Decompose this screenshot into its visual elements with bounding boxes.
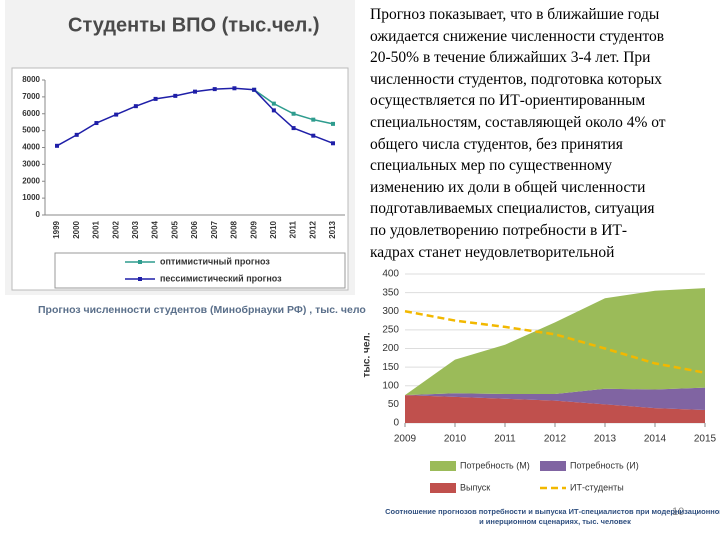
x-tick-label: 2005 (170, 220, 179, 238)
x-tick-label: 2015 (694, 434, 717, 445)
x-tick-label: 2004 (151, 220, 160, 238)
paragraph-line: численности студентов, подготовка которы… (370, 70, 663, 88)
x-tick-label: 2001 (92, 220, 101, 238)
marker (252, 87, 257, 92)
y-tick-label: 300 (382, 306, 399, 317)
x-tick-label: 2009 (249, 220, 258, 238)
x-tick-label: 2002 (111, 220, 120, 238)
paragraph-line: по удовлетворению потребности в ИТ- (370, 221, 628, 239)
marker (331, 141, 335, 146)
paragraph-line: специальных мер по существенному (370, 157, 613, 175)
page-number: 10 (672, 506, 684, 518)
paragraph-line: кадрах станет неудовлетворительной (370, 243, 615, 261)
marker (74, 132, 79, 137)
x-tick-label: 2007 (210, 220, 219, 238)
marker (232, 86, 237, 91)
marker (193, 89, 197, 94)
series-line (404, 310, 706, 374)
x-tick-label: 2012 (308, 220, 317, 238)
x-tick-label: 2014 (644, 434, 667, 445)
y-tick-label: 250 (382, 325, 399, 336)
paragraph: Прогноз показывает, что в ближайшие годы… (370, 4, 718, 263)
legend-label: Потребность (И) (570, 460, 639, 470)
paragraph-line: осуществляется по ИТ-ориентированным (370, 92, 646, 110)
x-tick-label: 2008 (230, 220, 239, 238)
marker (291, 111, 296, 116)
x-tick-label: 2013 (328, 220, 337, 238)
y-tick-label: 8000 (22, 75, 40, 84)
marker (94, 121, 99, 126)
chart-title: Студенты ВПО (тыс.чел.) (68, 14, 320, 36)
chart1-legend-box (54, 252, 346, 289)
marker (212, 87, 217, 92)
y-tick-label: 5000 (22, 126, 40, 135)
area (405, 387, 705, 410)
legend-swatch (430, 483, 456, 493)
y-tick-label: 150 (382, 362, 399, 373)
legend-label: Выпуск (460, 482, 490, 492)
legend-label: ИТ-студенты (570, 482, 624, 492)
x-tick-label: 2013 (594, 434, 617, 445)
legend-marker (138, 277, 142, 281)
x-tick-label: 2000 (72, 220, 81, 238)
x-tick-label: 2010 (444, 434, 467, 445)
x-tick-label: 2011 (289, 220, 298, 238)
x-tick-label: 1999 (52, 220, 61, 238)
y-tick-label: 350 (382, 287, 399, 298)
marker (271, 101, 276, 106)
marker (55, 143, 59, 148)
chart-caption: Соотношение прогнозов потребности и выпу… (385, 507, 720, 526)
y-tick-label: 1000 (22, 193, 40, 202)
y-tick-label: 0 (393, 418, 399, 429)
marker (311, 117, 316, 122)
x-tick-label: 2010 (269, 220, 278, 238)
y-tick-label: 400 (382, 269, 399, 280)
paragraph-line: специальностям, составляющей около 4% от (370, 113, 666, 131)
marker (311, 133, 316, 138)
marker (133, 104, 138, 109)
y-tick-label: 0 (36, 210, 41, 219)
legend-swatch (540, 461, 566, 471)
paragraph-line: подготавливаемых специалистов, ситуация (370, 200, 655, 218)
legend-label: оптимистичный прогноз (160, 256, 270, 266)
marker (114, 112, 119, 117)
y-tick-label: 100 (382, 380, 399, 391)
paragraph-line: Прогноз показывает, что в ближайшие годы (370, 6, 660, 23)
marker (291, 126, 296, 131)
marker (153, 96, 158, 101)
y-tick-label: 6000 (22, 109, 40, 118)
x-tick-label: 2012 (544, 434, 567, 445)
y-tick-label: 4000 (22, 143, 40, 152)
x-tick-label: 2006 (190, 220, 199, 238)
marker (331, 121, 335, 126)
y-tick-label: 3000 (22, 159, 40, 168)
marker (173, 93, 178, 98)
marker (271, 108, 276, 113)
legend-label: пессимистический прогноз (160, 273, 282, 283)
x-tick-label: 2009 (394, 434, 417, 445)
y-tick-label: 200 (382, 343, 399, 354)
legend-marker (138, 260, 142, 264)
y-tick-label: 7000 (22, 92, 40, 101)
y-tick-label: 2000 (22, 176, 40, 185)
area (405, 395, 705, 423)
paragraph-line: ожидается снижение численности студентов (370, 27, 665, 45)
x-tick-label: 2011 (494, 434, 516, 445)
y-axis-label: тыс. чел. (362, 332, 373, 377)
chart-caption: Прогноз численности студентов (Минобрнау… (38, 304, 366, 316)
x-tick-label: 2003 (131, 220, 140, 238)
legend-label: Потребность (М) (460, 460, 530, 470)
y-tick-label: 50 (388, 399, 400, 410)
paragraph-line: 20-50% в течение ближайших 3-4 лет. При (370, 49, 651, 67)
legend-swatch (430, 461, 456, 471)
paragraph-line: изменению их доли в общей численности (370, 178, 646, 196)
area (405, 288, 705, 396)
paragraph-line: общего числа студентов, без принятия (370, 135, 623, 153)
